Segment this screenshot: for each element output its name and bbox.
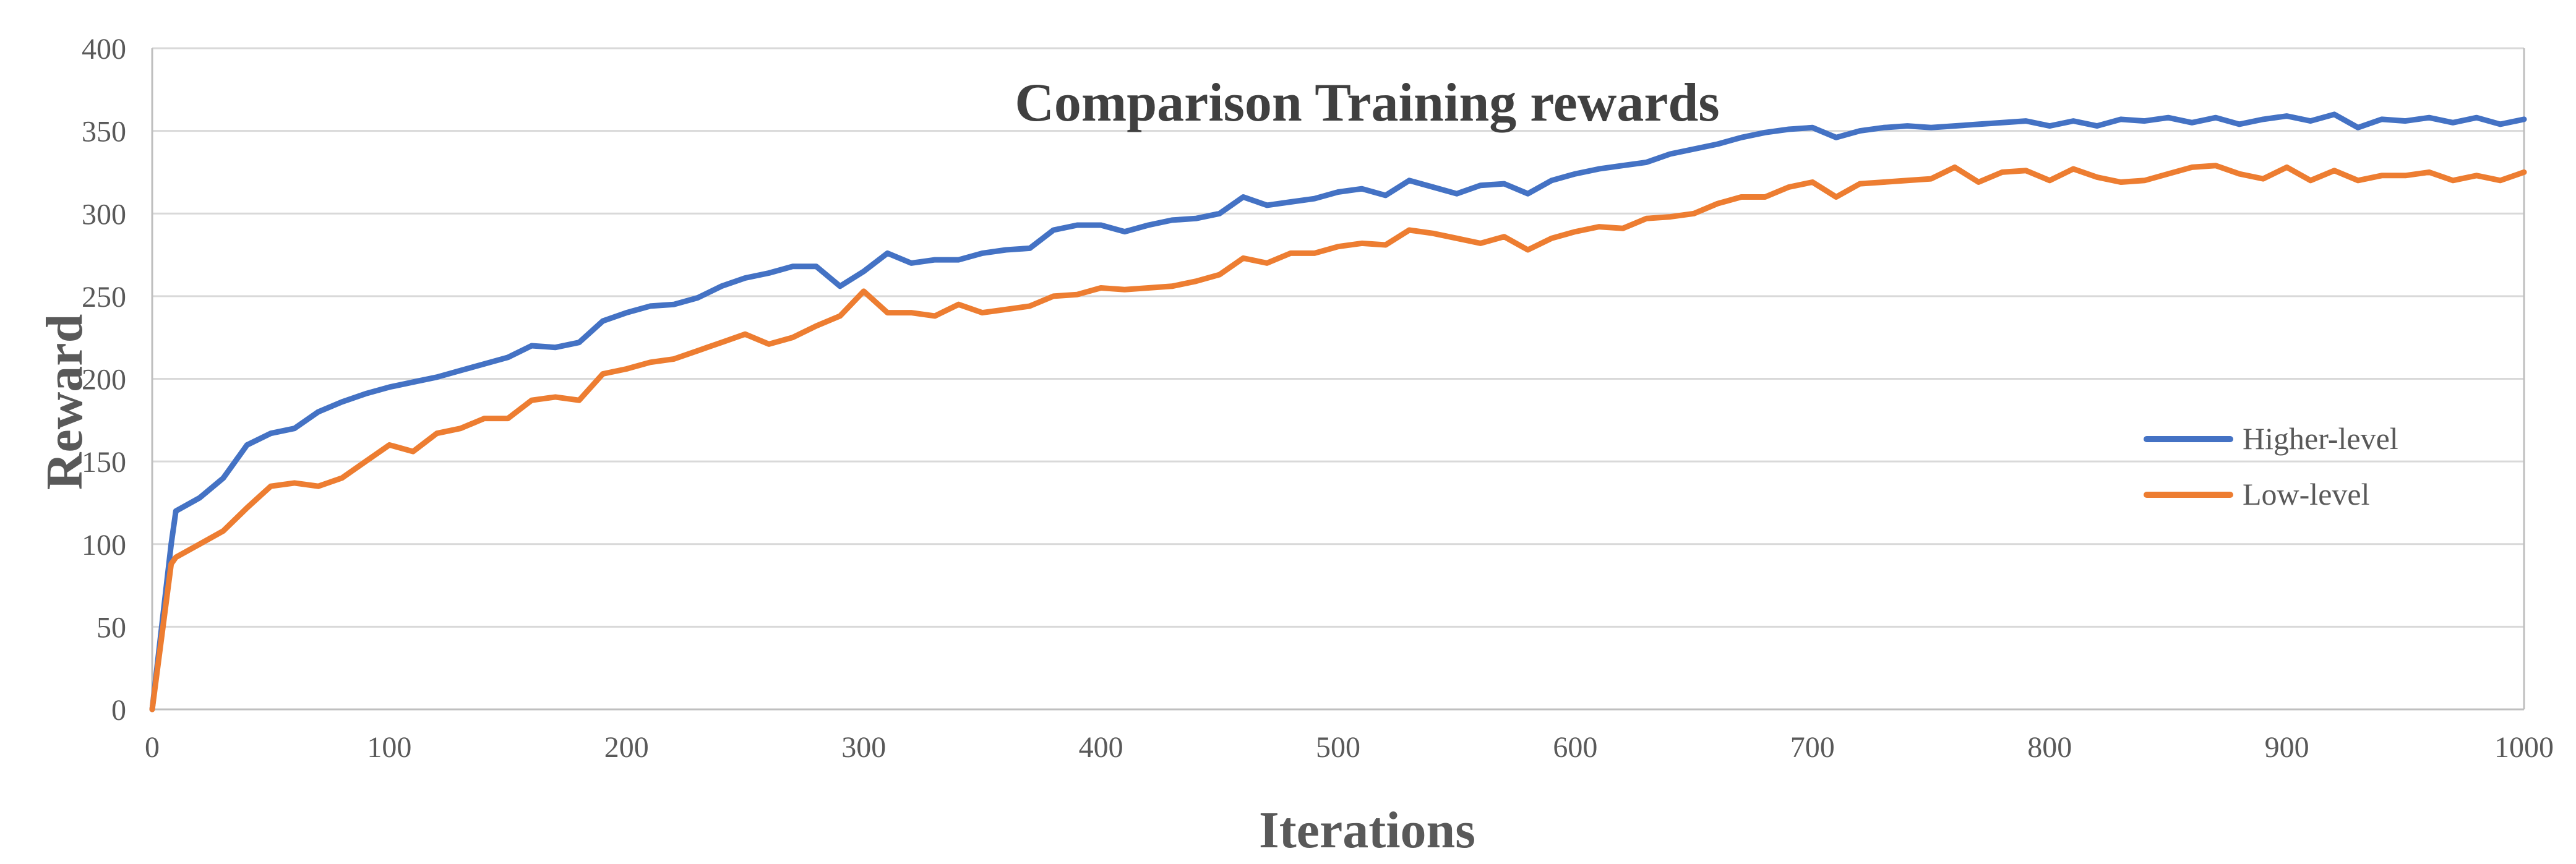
x-tick-label-0: 0 xyxy=(145,731,160,764)
x-tick-label-800: 800 xyxy=(2027,731,2072,764)
legend: Higher-level Low-level xyxy=(2144,421,2398,511)
y-tick-label-50: 50 xyxy=(97,611,126,644)
x-axis-title: Iterations xyxy=(1259,802,1475,859)
x-tick-label-300: 300 xyxy=(841,731,886,764)
y-tick-label-150: 150 xyxy=(82,446,126,479)
y-tick-label-400: 400 xyxy=(82,33,126,66)
x-tick-label-400: 400 xyxy=(1079,731,1123,764)
legend-label-low-level: Low-level xyxy=(2243,477,2369,511)
chart-title: Comparison Training rewards xyxy=(1015,73,1719,133)
y-tick-label-0: 0 xyxy=(111,694,126,727)
x-tick-label-500: 500 xyxy=(1316,731,1360,764)
x-tick-label-100: 100 xyxy=(367,731,411,764)
y-axis-title: Reward xyxy=(36,314,93,490)
legend-label-higher-level: Higher-level xyxy=(2243,421,2398,456)
x-tick-labels: 0 100 200 300 400 500 600 700 800 900 1000 xyxy=(145,731,2554,764)
gridlines xyxy=(152,47,2524,628)
y-tick-label-350: 350 xyxy=(82,116,126,148)
x-tick-label-1000: 1000 xyxy=(2494,731,2554,764)
x-tick-label-900: 900 xyxy=(2265,731,2309,764)
y-tick-label-100: 100 xyxy=(82,529,126,562)
x-tick-label-200: 200 xyxy=(604,731,649,764)
series-line-higher-level xyxy=(149,111,2527,712)
x-tick-label-700: 700 xyxy=(1790,731,1835,764)
y-tick-label-300: 300 xyxy=(82,198,126,231)
y-tick-label-250: 250 xyxy=(82,281,126,314)
y-tick-label-200: 200 xyxy=(82,364,126,396)
x-tick-label-600: 600 xyxy=(1553,731,1597,764)
series-line-low-level xyxy=(149,163,2527,712)
series-lines xyxy=(149,111,2527,712)
y-tick-labels: 0 50 100 150 200 250 300 350 400 xyxy=(82,33,126,727)
